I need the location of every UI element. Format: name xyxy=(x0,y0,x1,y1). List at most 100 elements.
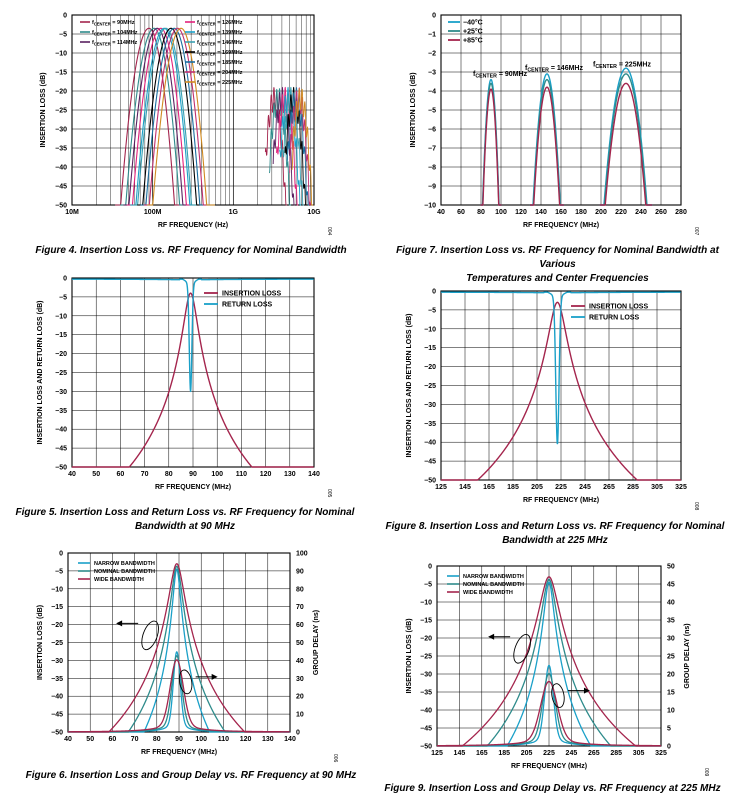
fig6-xtick-label: 60 xyxy=(109,736,117,743)
fig9-xtick-label: 145 xyxy=(454,750,466,757)
fig6-ytick-label: −35 xyxy=(51,676,63,683)
fig6-ytick-label: −25 xyxy=(51,640,63,647)
fig8-ytick-label: −45 xyxy=(424,459,436,466)
fig6-xtick-label: 90 xyxy=(175,736,183,743)
fig6-ytick-label: 0 xyxy=(59,551,63,558)
fig8-legend-label: RETURN LOSS xyxy=(589,315,640,322)
fig7-ytick-label: −4 xyxy=(428,89,436,96)
fig4-ytick-label: −10 xyxy=(55,51,67,58)
fig7-xtick-label: 220 xyxy=(615,209,627,216)
fig8-ytick-label: −35 xyxy=(424,421,436,428)
fig9-insertion-loss-line xyxy=(436,576,662,747)
fig5-return-loss-line xyxy=(71,278,315,393)
fig5-xtick-label: 140 xyxy=(308,471,320,478)
fig8-xtick-label: 165 xyxy=(483,484,495,491)
fig7-ytick-label: −8 xyxy=(428,165,436,172)
fig4-xtick-label: 10G xyxy=(307,209,321,216)
fig5-xtick-label: 130 xyxy=(284,471,296,478)
fig9-xtick-label: 185 xyxy=(498,750,510,757)
fig7-series-group xyxy=(479,67,653,206)
fig7-center-frequency-annotation: fCENTER = 146MHz xyxy=(525,65,583,74)
fig8-plot-frame xyxy=(440,290,682,481)
fig9-arrow-left-head xyxy=(488,633,495,640)
fig4-ytick-label: −25 xyxy=(55,108,67,115)
caption-fig8-line1: Figure 8. Insertion Loss and Return Loss… xyxy=(385,521,725,532)
fig7-series-line xyxy=(529,86,565,206)
caption-fig8-line2: Bandwidth at 225 MHz xyxy=(502,535,608,546)
fig4-series-line xyxy=(140,27,209,206)
caption-fig5-line1: Figure 5. Insertion Loss and Return Loss… xyxy=(15,507,355,518)
fig9-xtick-label: 225 xyxy=(543,750,555,757)
fig9-xtick-label: 285 xyxy=(610,750,622,757)
fig6-y-axis-label: INSERTION LOSS (dB) xyxy=(37,605,44,680)
fig4-ytick-label: −15 xyxy=(55,70,67,77)
fig7-center-frequency-annotation: fCENTER = 90MHz xyxy=(473,71,528,80)
fig7-series-line xyxy=(599,73,653,206)
fig7-xtick-label: 200 xyxy=(595,209,607,216)
caption-fig7: Figure 7. Insertion Loss vs. RF Frequenc… xyxy=(380,244,735,286)
caption-fig7-line1: Figure 7. Insertion Loss vs. RF Frequenc… xyxy=(396,245,719,270)
caption-fig4: Figure 4. Insertion Loss vs. RF Frequenc… xyxy=(35,245,347,256)
fig9-xtick-label: 305 xyxy=(633,750,645,757)
caption-fig8: Figure 8. Insertion Loss and Return Loss… xyxy=(385,520,725,548)
fig5-xtick-label: 120 xyxy=(260,471,272,478)
fig6-figure-id: 006 xyxy=(332,754,338,763)
fig8-xtick-label: 125 xyxy=(435,484,447,491)
fig8-x-axis-label: RF FREQUENCY (MHz) xyxy=(523,497,599,504)
fig6-ytick-label: −40 xyxy=(51,694,63,701)
fig7-ytick-label: −1 xyxy=(428,32,436,39)
fig6-ytick-label: −10 xyxy=(51,586,63,593)
fig7-ytick-label: −9 xyxy=(428,184,436,191)
fig8-legend-label: INSERTION LOSS xyxy=(589,304,648,311)
fig8-ytick-label: −15 xyxy=(424,345,436,352)
fig6-y2tick-label: 100 xyxy=(296,551,308,558)
fig7-center-frequency-annotation: fCENTER = 225MHz xyxy=(593,61,651,70)
fig7-xtick-label: 80 xyxy=(477,209,485,216)
fig8-xtick-label: 225 xyxy=(555,484,567,491)
fig8-xtick-label: 205 xyxy=(531,484,543,491)
fig6-y2tick-label: 60 xyxy=(296,622,304,629)
fig6-y2tick-label: 10 xyxy=(296,712,304,719)
fig9-legend-label: NARROW BANDWIDTH xyxy=(463,574,524,580)
fig9-ytick-label: −15 xyxy=(420,618,432,625)
fig9-ytick-label: −10 xyxy=(420,600,432,607)
fig9-ytick-label: −20 xyxy=(420,636,432,643)
fig5-legend-label: RETURN LOSS xyxy=(222,302,273,309)
fig9-y2tick-label: 15 xyxy=(667,690,675,697)
fig4-legend-label: fCENTER = 204MHz xyxy=(197,70,243,77)
fig6-group-delay-line xyxy=(67,659,290,733)
fig9-plot-frame xyxy=(436,565,662,747)
fig7-xtick-label: 180 xyxy=(575,209,587,216)
fig6-ytick-label: −45 xyxy=(51,712,63,719)
fig4-ytick-label: −50 xyxy=(55,203,67,210)
fig5-legend-label: INSERTION LOSS xyxy=(222,291,281,298)
fig9-ytick-label: −35 xyxy=(420,690,432,697)
fig5-xtick-label: 90 xyxy=(189,471,197,478)
fig8-ytick-label: −25 xyxy=(424,383,436,390)
fig5-grid xyxy=(71,277,315,468)
fig9-ytick-label: −45 xyxy=(420,726,432,733)
fig8-series-group xyxy=(440,291,682,481)
fig7-xtick-label: 260 xyxy=(655,209,667,216)
fig8-ytick-label: −20 xyxy=(424,364,436,371)
fig5-ytick-label: −35 xyxy=(55,408,67,415)
fig6-ytick-label: −5 xyxy=(55,568,63,575)
fig8-ytick-label: −40 xyxy=(424,440,436,447)
fig7-ytick-label: −3 xyxy=(428,70,436,77)
fig7-xtick-label: 240 xyxy=(635,209,647,216)
fig8-xtick-label: 285 xyxy=(627,484,639,491)
fig6-x-axis-label: RF FREQUENCY (MHz) xyxy=(141,749,217,756)
fig4-legend: fCENTER = 90MHz fCENTER = 104MHz fCENTER =… xyxy=(80,20,243,87)
fig5-ytick-label: −50 xyxy=(55,465,67,472)
fig5-xtick-label: 80 xyxy=(165,471,173,478)
fig9-series-group xyxy=(436,576,662,747)
fig9-insertion-loss-callout xyxy=(513,634,531,664)
fig6-legend: NARROW BANDWIDTH NOMINAL BANDWIDTH WIDE BA… xyxy=(78,561,155,583)
fig5-ytick-label: −15 xyxy=(55,332,67,339)
fig8-xtick-label: 245 xyxy=(579,484,591,491)
fig8-y-axis-label: INSERTION LOSS AND RETURN LOSS (dB) xyxy=(406,313,413,457)
fig9-y2tick-label: 45 xyxy=(667,582,675,589)
